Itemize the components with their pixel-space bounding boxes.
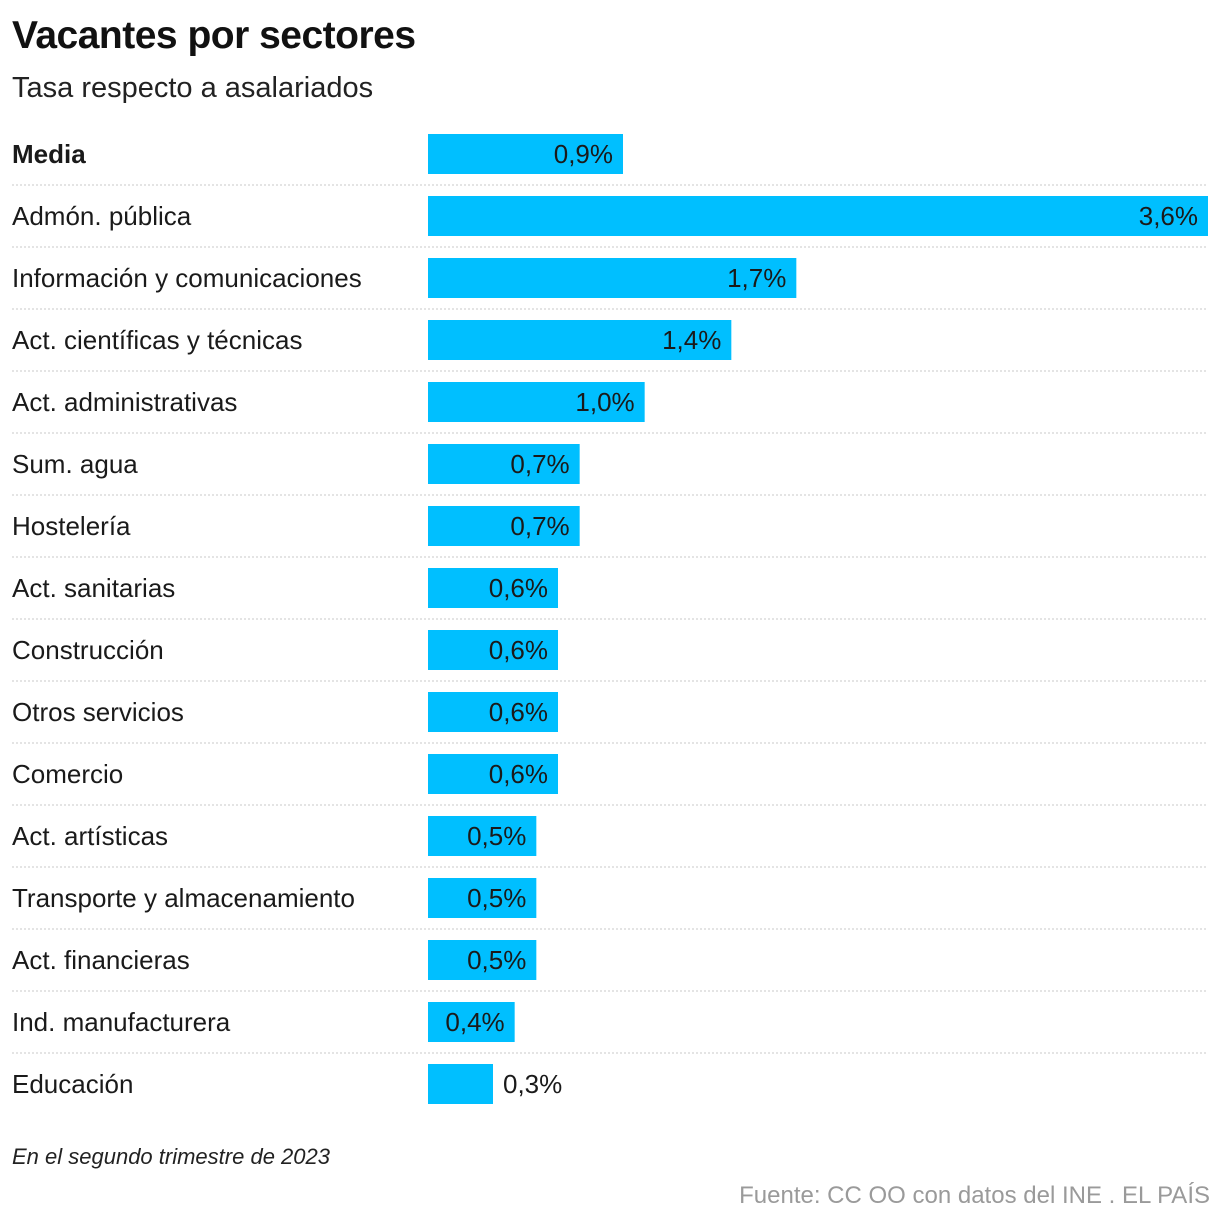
value-label: 0,5% xyxy=(467,883,526,913)
bar xyxy=(428,1002,515,1042)
bar xyxy=(428,1064,493,1104)
value-label: 3,6% xyxy=(1139,201,1198,231)
category-label: Admón. pública xyxy=(12,201,192,231)
bar xyxy=(428,506,580,546)
value-label: 1,0% xyxy=(575,387,634,417)
value-label: 0,6% xyxy=(489,573,548,603)
value-label: 0,3% xyxy=(503,1069,562,1099)
category-label: Educación xyxy=(12,1069,133,1099)
chart-subtitle: Tasa respecto a asalariados xyxy=(12,72,374,104)
bar xyxy=(428,568,558,608)
bar xyxy=(428,816,537,856)
category-label: Transporte y almacenamiento xyxy=(12,883,355,913)
bar xyxy=(428,692,558,732)
bar xyxy=(428,940,537,980)
category-label: Act. financieras xyxy=(12,945,190,975)
category-label: Sum. agua xyxy=(12,449,138,479)
bar xyxy=(428,444,580,484)
value-label: 0,9% xyxy=(554,139,613,169)
category-label: Otros servicios xyxy=(12,697,184,727)
value-label: 0,7% xyxy=(510,511,569,541)
category-label: Hostelería xyxy=(12,511,131,541)
category-label: Ind. manufacturera xyxy=(12,1007,231,1037)
value-label: 1,4% xyxy=(662,325,721,355)
category-label: Media xyxy=(12,139,86,169)
bar xyxy=(428,878,537,918)
value-label: 0,5% xyxy=(467,945,526,975)
value-label: 0,7% xyxy=(510,449,569,479)
value-label: 0,5% xyxy=(467,821,526,851)
category-label: Act. sanitarias xyxy=(12,573,175,603)
category-label: Act. artísticas xyxy=(12,821,168,851)
bar xyxy=(428,134,623,174)
bar xyxy=(428,196,1208,236)
chart-source: Fuente: CC OO con datos del INE . EL PAÍ… xyxy=(739,1182,1210,1209)
value-label: 0,6% xyxy=(489,697,548,727)
category-label: Construcción xyxy=(12,635,164,665)
value-label: 0,6% xyxy=(489,635,548,665)
bar xyxy=(428,258,797,298)
chart-footnote: En el segundo trimestre de 2023 xyxy=(12,1144,330,1169)
bar xyxy=(428,754,558,794)
category-label: Información y comunicaciones xyxy=(12,263,362,293)
category-label: Act. administrativas xyxy=(12,387,237,417)
bar xyxy=(428,320,732,360)
chart-title: Vacantes por sectores xyxy=(12,14,416,57)
value-label: 1,7% xyxy=(727,263,786,293)
category-label: Comercio xyxy=(12,759,123,789)
bar-chart: Media 0,9% Admón. pública 3,6% Información y… xyxy=(12,134,1208,1104)
bar xyxy=(428,630,558,670)
value-label: 0,4% xyxy=(445,1007,504,1037)
value-label: 0,6% xyxy=(489,759,548,789)
category-label: Act. científicas y técnicas xyxy=(12,325,302,355)
bar xyxy=(428,382,645,422)
